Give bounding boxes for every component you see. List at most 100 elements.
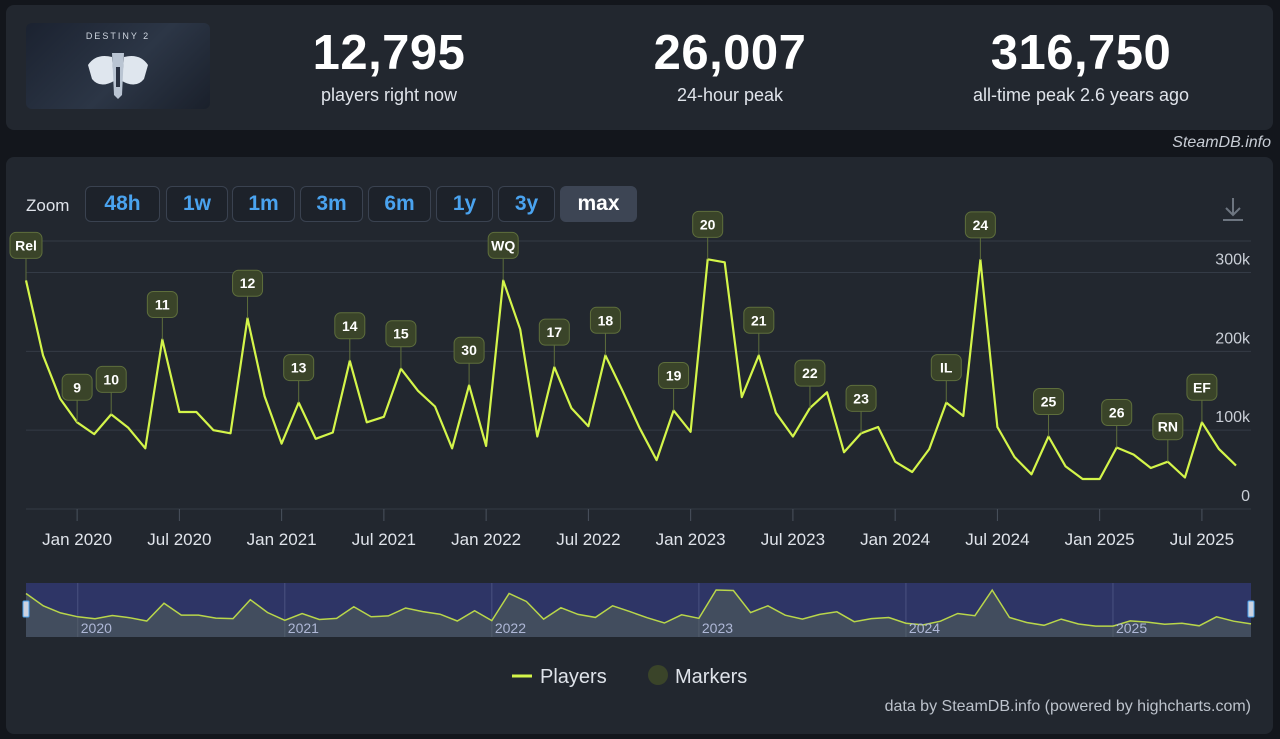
marker-30: 30 [453, 336, 485, 386]
x-tick-label: Jul 2021 [352, 530, 416, 549]
y-tick-label: 300k [1215, 252, 1251, 269]
marker-label: 26 [1109, 405, 1125, 421]
steamdb-credit-link[interactable]: SteamDB.info [1172, 134, 1271, 151]
marker-flag [692, 210, 724, 238]
navigator-right-handle[interactable] [1247, 600, 1255, 618]
marker-il: IL [930, 354, 962, 403]
x-tick-label: Jan 2025 [1065, 530, 1135, 549]
zoom-1w-button[interactable]: 1w [166, 186, 228, 222]
marker-flag [964, 211, 996, 239]
marker-label: 21 [751, 312, 767, 328]
zoom-max-button[interactable]: max [560, 186, 637, 222]
marker-17: 17 [538, 318, 570, 368]
legend-markers-swatch [648, 665, 668, 685]
x-tick-label: Jan 2024 [860, 530, 930, 549]
players-chart[interactable]: 0 100k 200k 300k Jan 2020 Jul 2020 Jan 2021 Jul… [6, 157, 1273, 734]
navigator-area [26, 590, 1251, 637]
marker-label: 18 [598, 312, 614, 328]
stat-current: 12,795 players right now [239, 27, 539, 106]
navigator-year-label: 2024 [909, 620, 940, 636]
zoom-1m-button[interactable]: 1m [232, 186, 295, 222]
marker-24: 24 [964, 211, 996, 260]
marker-label: WQ [491, 237, 515, 253]
marker-label: IL [940, 360, 953, 376]
marker-18: 18 [589, 306, 621, 356]
marker-flag [385, 320, 417, 348]
x-tick-label: Jul 2020 [147, 530, 211, 549]
zoom-3y-button[interactable]: 3y [498, 186, 555, 222]
stats-panel: DESTINY 2 12,795 players right now 26,00… [6, 5, 1273, 130]
logo-wordmark: DESTINY 2 [85, 31, 151, 41]
marker-10: 10 [95, 365, 127, 415]
marker-flag [1101, 399, 1133, 427]
marker-11: 11 [146, 291, 178, 340]
marker-label: 10 [103, 371, 119, 387]
marker-flag [283, 354, 315, 382]
marker-flag [232, 269, 264, 297]
marker-flag [95, 365, 127, 393]
marker-flag [658, 361, 690, 389]
marker-21: 21 [743, 306, 775, 356]
download-icon[interactable] [1220, 195, 1246, 223]
game-logo[interactable]: DESTINY 2 [26, 23, 210, 109]
marker-label: 23 [853, 390, 869, 406]
legend-markers-label[interactable]: Markers [675, 666, 747, 688]
stat-24h-peak: 26,007 24-hour peak [580, 27, 880, 106]
marker-flag [1152, 413, 1184, 441]
marker-20: 20 [692, 210, 724, 260]
current-players-label: players right now [320, 85, 458, 105]
marker-label: 13 [291, 360, 307, 376]
navigator-year-label: 2023 [702, 620, 733, 636]
marker-flag [589, 306, 621, 334]
marker-label: 15 [393, 326, 409, 342]
current-players-value: 12,795 [312, 26, 466, 80]
x-tick-label: Jan 2023 [656, 530, 726, 549]
navigator-year-label: 2021 [288, 620, 319, 636]
marker-flag [538, 318, 570, 346]
marker-flag [9, 231, 43, 259]
x-tick-label: Jan 2020 [42, 530, 112, 549]
marker-15: 15 [385, 320, 417, 369]
marker-label: 14 [342, 318, 358, 334]
marker-flag [487, 231, 519, 259]
all-time-peak-value: 316,750 [990, 26, 1172, 80]
x-tick-label: Jul 2025 [1170, 530, 1234, 549]
marker-label: 11 [155, 297, 170, 313]
marker-flag [1033, 387, 1065, 415]
x-tick-label: Jan 2022 [451, 530, 521, 549]
marker-flag [1186, 373, 1218, 401]
marker-label: 20 [700, 216, 716, 232]
marker-label: 9 [73, 379, 81, 395]
highcharts-credit[interactable]: data by SteamDB.info (powered by highcha… [884, 698, 1251, 715]
y-tick-label: 0 [1241, 488, 1250, 505]
zoom-1y-button[interactable]: 1y [436, 186, 493, 222]
marker-rn: RN [1152, 413, 1184, 462]
marker-26: 26 [1101, 399, 1133, 448]
y-tick-label: 100k [1215, 409, 1251, 426]
peak-24h-label: 24-hour peak [676, 85, 784, 105]
legend-players-label[interactable]: Players [540, 666, 607, 688]
players-line [24, 258, 1237, 481]
peak-24h-value: 26,007 [653, 26, 807, 80]
marker-flag [743, 306, 775, 334]
marker-25: 25 [1033, 387, 1065, 437]
zoom-3m-button[interactable]: 3m [300, 186, 363, 222]
marker-label: 17 [547, 324, 563, 340]
navigator-background [26, 583, 1251, 637]
x-tick-label: Jul 2023 [761, 530, 825, 549]
navigator-year-label: 2020 [81, 620, 112, 636]
y-tick-label: 200k [1215, 330, 1251, 347]
zoom-label: Zoom [26, 196, 70, 215]
marker-label: 19 [666, 367, 682, 383]
zoom-6m-button[interactable]: 6m [368, 186, 431, 222]
navigator-line [25, 588, 1252, 627]
marker-22: 22 [794, 359, 826, 409]
marker-9: 9 [61, 373, 93, 423]
zoom-48h-button[interactable]: 48h [85, 186, 160, 222]
marker-13: 13 [283, 354, 315, 403]
x-tick-label: Jul 2022 [556, 530, 620, 549]
navigator-left-handle[interactable] [22, 600, 30, 618]
legend: Players Markers [512, 665, 747, 688]
marker-wq: WQ [487, 231, 519, 281]
marker-19: 19 [658, 361, 690, 411]
